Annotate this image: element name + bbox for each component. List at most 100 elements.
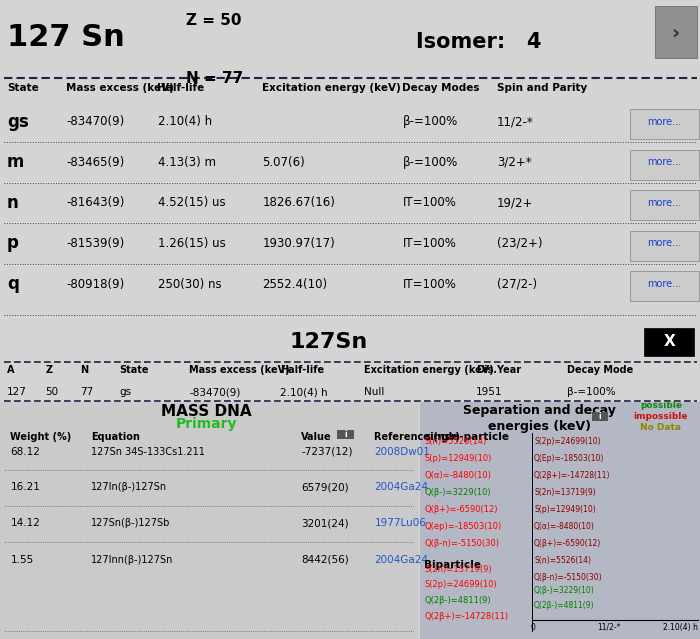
Text: 3/2+*: 3/2+* (497, 156, 531, 169)
Text: 77: 77 (80, 387, 94, 397)
Text: Q(β+)=-6590(12): Q(β+)=-6590(12) (425, 505, 498, 514)
Text: Isomer:   4: Isomer: 4 (416, 33, 542, 52)
Text: IT=100%: IT=100% (402, 196, 456, 210)
FancyBboxPatch shape (630, 231, 699, 261)
Text: 127Sn: 127Sn (290, 332, 368, 353)
FancyBboxPatch shape (592, 412, 608, 421)
Text: State: State (7, 83, 38, 93)
Text: -7237(12): -7237(12) (301, 447, 353, 457)
Text: S(n)=5526(14): S(n)=5526(14) (425, 437, 487, 446)
Text: p: p (7, 235, 19, 252)
Text: 50: 50 (46, 387, 59, 397)
Text: S(p)=12949(10): S(p)=12949(10) (534, 505, 596, 514)
Text: 16.21: 16.21 (10, 482, 41, 493)
Text: 4.13(3) m: 4.13(3) m (158, 156, 216, 169)
Text: 14.12: 14.12 (10, 518, 41, 528)
Text: 127Sn(β-)127Sb: 127Sn(β-)127Sb (91, 518, 170, 528)
FancyBboxPatch shape (630, 109, 699, 139)
Text: Q(β-)=3229(10): Q(β-)=3229(10) (425, 488, 491, 497)
Text: S(2p)=24699(10): S(2p)=24699(10) (425, 580, 498, 589)
Text: Q(β-n)=-5150(30): Q(β-n)=-5150(30) (425, 539, 500, 548)
Text: (27/2-): (27/2-) (497, 277, 537, 291)
Text: IT=100%: IT=100% (402, 237, 456, 250)
Text: ›: › (671, 23, 680, 42)
Text: 250(30) ns: 250(30) ns (158, 277, 221, 291)
Text: Z = 50: Z = 50 (186, 13, 241, 28)
Text: 2.10(4) h: 2.10(4) h (280, 387, 328, 397)
Text: 1977Lu06: 1977Lu06 (374, 518, 426, 528)
Text: N: N (80, 366, 89, 376)
Text: Null: Null (364, 387, 384, 397)
Text: 1826.67(16): 1826.67(16) (262, 196, 335, 210)
FancyBboxPatch shape (644, 328, 694, 356)
Text: gs: gs (7, 112, 29, 131)
Text: S(n)=5526(14): S(n)=5526(14) (534, 556, 591, 565)
Text: 1930.97(17): 1930.97(17) (262, 237, 335, 250)
Text: Separation and decay
energies (keV): Separation and decay energies (keV) (463, 404, 615, 433)
Text: S(2n)=13719(9): S(2n)=13719(9) (534, 488, 596, 497)
Text: Q(2β-)=4811(9): Q(2β-)=4811(9) (425, 596, 491, 605)
Text: Decay Mode: Decay Mode (567, 366, 634, 376)
Text: more...: more... (648, 279, 681, 289)
Text: Excitation energy (keV): Excitation energy (keV) (364, 366, 494, 376)
Text: N = 77: N = 77 (186, 72, 243, 86)
Text: MASS DNA: MASS DNA (161, 404, 252, 419)
Text: Mass excess (keV): Mass excess (keV) (66, 83, 174, 93)
Text: Q(α)=-8480(10): Q(α)=-8480(10) (425, 471, 492, 480)
Text: Q(β-n)=-5150(30): Q(β-n)=-5150(30) (534, 573, 603, 582)
Text: State: State (119, 366, 148, 376)
Text: i: i (598, 412, 601, 421)
Text: more...: more... (648, 238, 681, 249)
Text: Biparticle: Biparticle (424, 560, 481, 571)
Text: Equation: Equation (91, 431, 140, 442)
Text: Q(β-)=3229(10): Q(β-)=3229(10) (534, 586, 595, 595)
FancyBboxPatch shape (337, 430, 354, 440)
Text: Value: Value (301, 431, 332, 442)
Text: A: A (7, 366, 15, 376)
Text: 2552.4(10): 2552.4(10) (262, 277, 328, 291)
Text: Half-life: Half-life (158, 83, 204, 93)
Text: 11/2-*: 11/2-* (597, 622, 621, 632)
Text: 0: 0 (531, 622, 536, 632)
Text: Half-life: Half-life (280, 366, 324, 376)
Text: Q(ep)=-18503(10): Q(ep)=-18503(10) (425, 522, 502, 531)
Text: Q(β+)=-6590(12): Q(β+)=-6590(12) (534, 539, 601, 548)
Text: Weight (%): Weight (%) (10, 431, 71, 442)
Text: Z: Z (46, 366, 52, 376)
Text: S(2n)=13719(9): S(2n)=13719(9) (425, 565, 493, 574)
Text: Primary: Primary (176, 417, 237, 431)
Text: 1951: 1951 (476, 387, 503, 397)
Text: more...: more... (648, 117, 681, 127)
Text: 1.26(15) us: 1.26(15) us (158, 237, 225, 250)
FancyBboxPatch shape (0, 402, 419, 639)
Text: Decay Modes: Decay Modes (402, 83, 480, 93)
Text: i: i (344, 430, 347, 439)
Text: Q(α)=-8480(10): Q(α)=-8480(10) (534, 522, 595, 531)
Text: 19/2+: 19/2+ (497, 196, 533, 210)
Text: 1.55: 1.55 (10, 555, 34, 565)
Text: S(p)=12949(10): S(p)=12949(10) (425, 454, 492, 463)
Text: Q(2β-)=4811(9): Q(2β-)=4811(9) (534, 601, 595, 610)
Text: 68.12: 68.12 (10, 447, 41, 457)
Text: IT=100%: IT=100% (402, 277, 456, 291)
Text: 2.10(4) h: 2.10(4) h (663, 622, 698, 632)
FancyBboxPatch shape (630, 190, 699, 220)
Text: Mass excess (keV): Mass excess (keV) (189, 366, 290, 376)
Text: -81539(9): -81539(9) (66, 237, 125, 250)
Text: Q(Ep)=-18503(10): Q(Ep)=-18503(10) (534, 454, 605, 463)
Text: Q(2β+)=-14728(11): Q(2β+)=-14728(11) (425, 612, 509, 621)
Text: No Data: No Data (640, 423, 681, 433)
Text: 127 Sn: 127 Sn (7, 23, 125, 52)
Text: X: X (664, 334, 675, 350)
Text: β-=100%: β-=100% (402, 115, 458, 128)
Text: Reference (nsr): Reference (nsr) (374, 431, 461, 442)
Text: 127In(β-)127Sn: 127In(β-)127Sn (91, 482, 167, 493)
FancyBboxPatch shape (420, 402, 700, 639)
Text: 11/2-*: 11/2-* (497, 115, 533, 128)
Text: impossible: impossible (634, 412, 688, 421)
FancyBboxPatch shape (630, 272, 699, 301)
Text: 2008Dw01: 2008Dw01 (374, 447, 430, 457)
Text: Spin and Parity: Spin and Parity (497, 83, 587, 93)
Text: 2004Ga24: 2004Ga24 (374, 482, 428, 493)
Text: q: q (7, 275, 19, 293)
